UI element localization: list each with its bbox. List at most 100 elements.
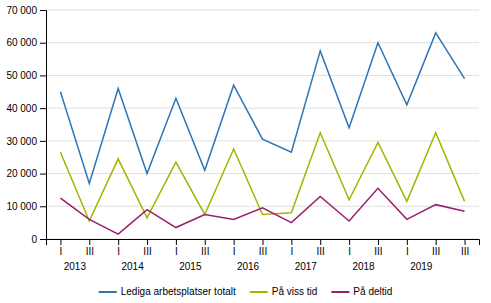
y-tick-mark [40, 239, 46, 240]
x-tick: I [175, 239, 178, 257]
x-tick: III [374, 239, 382, 257]
plot: 0 10 000 20 000 30 000 40 000 50 000 60 000 70 … [6, 5, 479, 272]
y-axis-line [40, 11, 47, 240]
legend-swatch [250, 291, 268, 293]
x-tick-mark [465, 239, 466, 245]
year-label: 2016 [237, 261, 260, 272]
x-tick-mark [407, 239, 408, 245]
x-tick: III [201, 239, 209, 257]
y-tick-mark [40, 43, 46, 44]
grid-line [46, 206, 479, 207]
legend-swatch [331, 291, 349, 293]
x-tick: III [317, 239, 325, 257]
year-label: 2014 [121, 261, 144, 272]
year-label: 2015 [179, 261, 202, 272]
y-tick-label: 20 000 [6, 168, 37, 179]
year-label: 2019 [410, 261, 433, 272]
y-tick-label: 40 000 [6, 103, 37, 114]
x-tick-label: III [374, 246, 382, 257]
grid-line [46, 10, 479, 11]
grid-line [46, 75, 479, 76]
x-tick-label: III [259, 246, 267, 257]
x-tick-label: I [290, 246, 293, 257]
legend: Lediga arbetsplatser totalt På viss tid På… [99, 286, 393, 297]
legend-label: På viss tid [272, 286, 318, 297]
y-tick-label: 30 000 [6, 136, 37, 147]
legend-label: Lediga arbetsplatser totalt [121, 286, 236, 297]
legend-swatch [99, 291, 117, 293]
year-label: 2017 [295, 261, 318, 272]
x-tick-mark [205, 239, 206, 245]
x-tick-mark [349, 239, 350, 245]
year-labels: 2013 2014 2015 2016 2017 2018 2019 [64, 261, 433, 272]
y-tick: 70 000 [6, 5, 46, 16]
lines [60, 33, 464, 234]
x-tick: I [60, 239, 63, 257]
legend-item: På viss tid [250, 286, 318, 297]
y-tick-mark [40, 206, 46, 207]
x-tick-mark [147, 239, 148, 245]
x-tick-label: I [175, 246, 178, 257]
x-tick-mark [234, 239, 235, 245]
y-tick: 50 000 [6, 70, 46, 81]
y-tick-mark [40, 108, 46, 109]
x-tick-label: III [461, 246, 469, 257]
grid-line [46, 42, 479, 43]
x-tick-label: III [201, 246, 209, 257]
series-line [60, 188, 464, 234]
x-tick-mark [118, 239, 119, 245]
x-tick: I [406, 239, 409, 257]
x-tick: I [290, 239, 293, 257]
x-tick-label: I [233, 246, 236, 257]
legend-item: På deltid [331, 286, 392, 297]
grid-line [46, 108, 479, 109]
x-axis: IIIIIIIIIIIIIIIIIIIIIIIIIIIIIII [47, 239, 480, 257]
x-tick-label: III [317, 246, 325, 257]
series-line [60, 33, 464, 183]
x-tick-mark [291, 239, 292, 245]
x-tick: III [259, 239, 267, 257]
y-tick: 20 000 [6, 168, 46, 179]
year-label: 2018 [352, 261, 375, 272]
y-tick-label: 60 000 [6, 37, 37, 48]
x-axis-line [47, 240, 480, 246]
x-tick-label: III [86, 246, 94, 257]
grid-line [46, 140, 479, 141]
x-tick: III [143, 239, 151, 257]
chart: 0 10 000 20 000 30 000 40 000 50 000 60 000 70 … [0, 0, 491, 303]
y-tick-label: 10 000 [6, 201, 37, 212]
y-tick-mark [40, 75, 46, 76]
x-tick: III [432, 239, 440, 257]
x-tick: III [461, 239, 469, 257]
legend-label: På deltid [353, 286, 392, 297]
x-tick-label: I [60, 246, 63, 257]
y-tick: 10 000 [6, 201, 46, 212]
y-axis: 0 10 000 20 000 30 000 40 000 50 000 60 000 70 … [6, 5, 46, 245]
x-tick-mark [436, 239, 437, 245]
x-tick: I [348, 239, 351, 257]
x-tick: III [86, 239, 94, 257]
x-tick-label: I [348, 246, 351, 257]
y-tick-label: 0 [31, 234, 37, 245]
year-label: 2013 [64, 261, 87, 272]
y-tick-mark [40, 10, 46, 11]
y-tick-label: 70 000 [6, 5, 37, 16]
x-tick: I [233, 239, 236, 257]
x-tick-mark [263, 239, 264, 245]
y-tick-mark [40, 141, 46, 142]
x-tick: I [117, 239, 120, 257]
legend-item: Lediga arbetsplatser totalt [99, 286, 236, 297]
y-tick: 30 000 [6, 136, 46, 147]
y-tick: 40 000 [6, 103, 46, 114]
x-tick-mark [60, 239, 61, 245]
x-tick-mark [320, 239, 321, 245]
y-tick: 60 000 [6, 37, 46, 48]
x-tick-label: I [406, 246, 409, 257]
y-tick-label: 50 000 [6, 70, 37, 81]
y-tick: 0 [31, 234, 46, 245]
x-tick-label: III [432, 246, 440, 257]
x-tick-mark [89, 239, 90, 245]
y-tick-mark [40, 174, 46, 175]
x-tick-label: I [117, 246, 120, 257]
grid [46, 10, 479, 239]
